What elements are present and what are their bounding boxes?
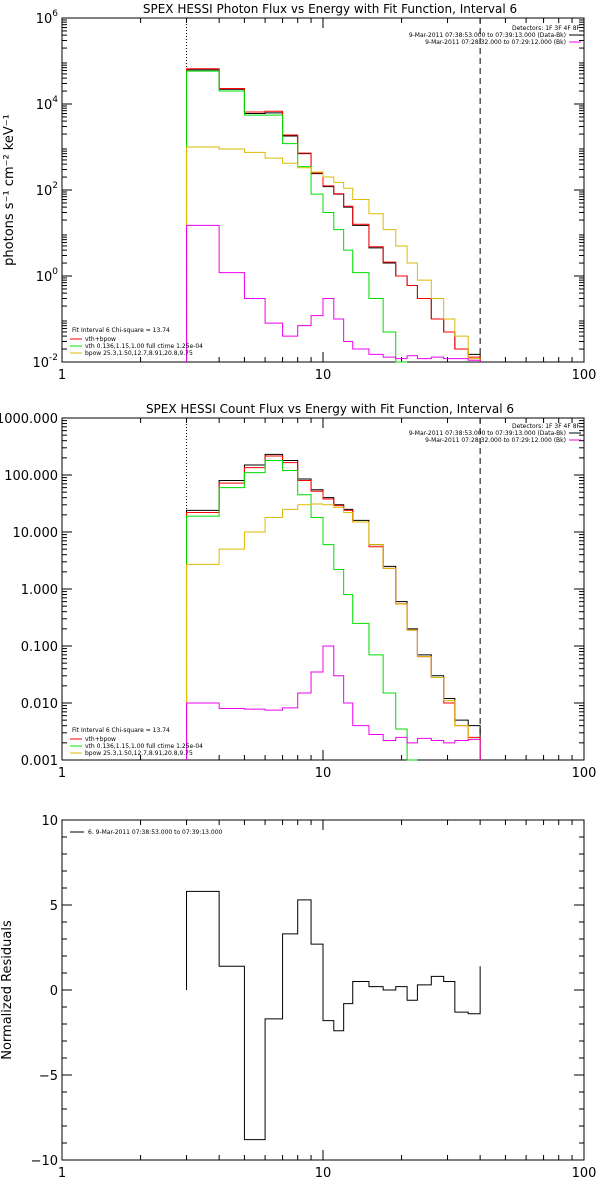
y-tick-label: 1.000 xyxy=(21,583,58,598)
y-axis-label: photons s⁻¹ cm⁻² keV⁻¹ xyxy=(2,114,17,266)
x-tick-label: 10 xyxy=(315,1166,332,1181)
legend-line: vth+bpow xyxy=(85,336,116,343)
legend-line: 6. 9-Mar-2011 07:38:53.000 to 07:39:13.0… xyxy=(88,829,223,836)
y-tick-label: 106 xyxy=(36,9,59,27)
series-residuals xyxy=(186,890,481,1141)
y-tick-label: 10.000 xyxy=(13,526,59,541)
y-tick-exponent: 0 xyxy=(52,267,58,277)
x-tick-label: 1 xyxy=(58,368,66,383)
legend-line: Fit Interval 6 Chi-square = 13.74 xyxy=(72,327,170,334)
series-bk xyxy=(186,645,481,760)
panel-title: SPEX HESSI Count Flux vs Energy with Fit… xyxy=(146,402,514,416)
ticks: 1 10 100 −10 −5 0 5 10 xyxy=(31,814,597,1181)
series-group xyxy=(186,890,481,1141)
y-tick-exponent: 6 xyxy=(52,9,58,19)
x-tick-label: 100 xyxy=(572,368,597,383)
series-vth xyxy=(186,459,418,761)
y-axis-label: Normalized Residuals xyxy=(0,920,15,1060)
plot-frame xyxy=(61,417,585,761)
y-tick-label: −10 xyxy=(31,1154,58,1169)
y-tick-label: 0.001 xyxy=(21,754,58,769)
legend-line: 9-Mar-2011 07:38:53.000 to 07:39:13.000 … xyxy=(409,32,566,39)
panel-residuals: Normalized Residuals 1 10 100 −10 −5 0 5 10 6. … xyxy=(0,814,596,1181)
series-group xyxy=(186,68,481,363)
panel-title: SPEX HESSI Photon Flux vs Energy with Fi… xyxy=(143,2,517,16)
y-tick-label: 100.000 xyxy=(4,469,58,484)
legend-line: 9-Mar-2011 07:28:32.000 to 07:29:12.000 … xyxy=(425,437,566,444)
y-tick-label: −5 xyxy=(39,1069,58,1084)
y-tick-exponent: 4 xyxy=(52,95,58,105)
legend-bottom-left: Fit Interval 6 Chi-square = 13.74 vth+bp… xyxy=(70,727,203,757)
y-tick-label: 10-2 xyxy=(32,353,58,371)
legend-line: Fit Interval 6 Chi-square = 13.74 xyxy=(72,727,170,734)
y-tick-exponent: 2 xyxy=(52,181,58,191)
series-vth-bpow xyxy=(186,68,481,362)
series-bk xyxy=(186,224,481,362)
legend-line: 9-Mar-2011 07:28:32.000 to 07:29:12.000 … xyxy=(425,39,566,46)
x-tick-label: 1 xyxy=(58,766,66,781)
legend-line: bpow 25.3,1.50,12.7,8.91,20.8,9.75 xyxy=(85,750,193,757)
y-tick-label: 104 xyxy=(36,95,59,113)
series-vth-bpow xyxy=(186,455,481,760)
y-tick-exponent: -2 xyxy=(49,353,58,363)
series-bpow xyxy=(186,146,481,362)
x-tick-label: 100 xyxy=(572,766,597,781)
x-tick-label: 10 xyxy=(315,368,332,383)
series-group xyxy=(186,453,481,761)
series-bpow xyxy=(186,503,481,760)
legend-top-right: Detectors: 1F 3F 4F 8F 9-Mar-2011 07:38:… xyxy=(409,25,581,46)
y-tick-label: 0.010 xyxy=(21,697,58,712)
y-tick-label: 102 xyxy=(36,181,58,199)
y-tick-label: 5 xyxy=(50,899,58,914)
legend-top-right: Detectors: 1F 3F 4F 8F 9-Mar-2011 07:38:… xyxy=(409,423,581,444)
legend-bottom-left: Fit Interval 6 Chi-square = 13.74 vth+bp… xyxy=(70,327,203,357)
legend-line: Detectors: 1F 3F 4F 8F xyxy=(512,25,581,32)
legend-line: vth 0.136,1.15,1.00 full ctime 1.25e-04 xyxy=(85,743,203,750)
y-tick-label: 0.100 xyxy=(21,640,58,655)
y-tick-label: 0 xyxy=(50,984,58,999)
ticks: 1 10 100 0.001 0.010 0.100 1.000 10.000 100.000 1… xyxy=(0,412,596,781)
legend-line: Detectors: 1F 3F 4F 8F xyxy=(512,423,581,430)
legend-line: 9-Mar-2011 07:38:53.000 to 07:39:13.000 … xyxy=(409,430,566,437)
y-tick-label: 100 xyxy=(36,267,59,285)
x-tick-label: 10 xyxy=(315,766,332,781)
x-tick-label: 1 xyxy=(58,1166,66,1181)
y-tick-label: 10 xyxy=(41,814,58,829)
panel-count-flux: SPEX HESSI Count Flux vs Energy with Fit… xyxy=(0,402,596,781)
legend-line: vth 0.136,1.15,1.00 full ctime 1.25e-04 xyxy=(85,343,203,350)
legend-line: bpow 25.3,1.50,12.7,8.91,20.8,9.75 xyxy=(85,350,193,357)
x-tick-label: 100 xyxy=(572,1166,597,1181)
legend-line: vth+bpow xyxy=(85,736,116,743)
panel-photon-flux: SPEX HESSI Photon Flux vs Energy with Fi… xyxy=(2,2,596,383)
legend-top-left: 6. 9-Mar-2011 07:38:53.000 to 07:39:13.0… xyxy=(70,829,223,836)
y-tick-label: 1000.000 xyxy=(0,412,58,427)
series-vth xyxy=(186,70,408,363)
